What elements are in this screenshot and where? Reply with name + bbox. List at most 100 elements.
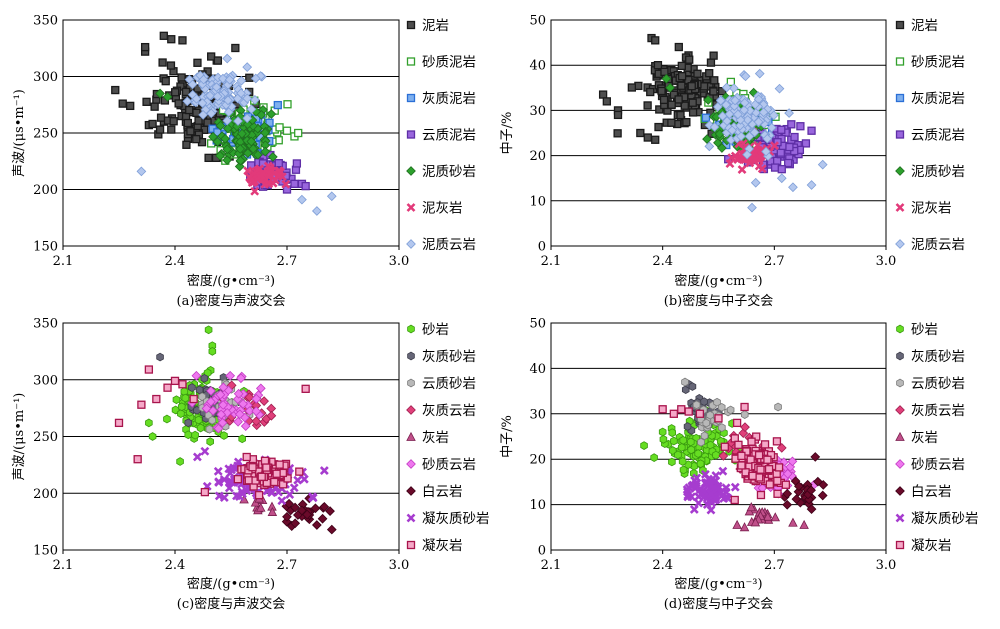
legend-label: 凝灰质砂岩 <box>911 511 979 527</box>
data-point <box>776 173 787 184</box>
data-point <box>669 90 679 99</box>
y-tick-label: 10 <box>529 194 546 209</box>
data-point <box>177 73 186 82</box>
data-point <box>312 206 322 216</box>
legend-marker <box>896 378 904 388</box>
data-point <box>697 437 705 447</box>
data-point <box>181 87 191 97</box>
data-point <box>765 480 774 489</box>
data-point <box>216 409 227 420</box>
data-point <box>705 69 714 78</box>
legend-label: 泥岩 <box>422 18 449 34</box>
legend-label: 云质泥岩 <box>422 128 476 144</box>
data-point <box>126 101 135 111</box>
data-point <box>760 440 770 449</box>
legend-item: 凝灰岩 <box>895 538 952 554</box>
data-point <box>150 102 159 111</box>
data-point <box>757 164 767 174</box>
data-point <box>598 90 608 99</box>
legend-marker <box>406 513 416 523</box>
x-axis-label: 密度/(g•cm⁻³) <box>674 273 762 289</box>
data-point <box>194 415 203 425</box>
data-point <box>774 83 785 94</box>
data-point <box>167 35 176 44</box>
chart-caption: (c)密度与声波交会 <box>177 596 285 612</box>
legend-label: 凝灰岩 <box>911 538 952 554</box>
legend-label: 砂岩 <box>911 322 938 338</box>
data-point <box>667 118 676 127</box>
legend-label: 灰质云岩 <box>911 403 965 419</box>
legend-item: 泥岩 <box>406 18 449 34</box>
data-point <box>739 522 750 532</box>
legend-label: 砂质云岩 <box>422 457 476 473</box>
data-point <box>275 460 284 469</box>
data-point <box>159 31 168 40</box>
legend-marker <box>895 405 905 415</box>
data-point <box>219 475 229 484</box>
data-points <box>114 325 337 535</box>
x-tick-label: 2.1 <box>541 254 562 269</box>
x-tick-label: 3.0 <box>876 254 897 269</box>
data-point <box>257 472 266 481</box>
data-point <box>781 480 791 489</box>
data-point <box>317 513 328 524</box>
legend-label: 砂岩 <box>422 322 449 338</box>
chart-b: 0 10 20 30 40 50 2.1 2.4 2.7 3.0 密度/(g•cm⁻³) 中子/% (b… <box>500 14 965 310</box>
data-point <box>735 120 745 131</box>
data-point <box>677 61 686 71</box>
data-point <box>242 452 251 462</box>
data-point <box>706 505 716 515</box>
x-axis-label: 密度/(g•cm⁻³) <box>674 576 762 592</box>
data-point <box>752 432 761 441</box>
data-point <box>285 490 295 499</box>
data-point <box>733 153 743 163</box>
data-point <box>677 405 686 414</box>
data-point <box>700 431 709 441</box>
data-point <box>754 451 764 460</box>
y-axis-label: 声波/(μs•m⁻¹) <box>12 393 27 481</box>
data-point <box>180 387 189 396</box>
legend-item: 泥质砂岩 <box>406 164 476 180</box>
data-point <box>326 524 337 535</box>
data-point <box>206 437 214 446</box>
data-point <box>200 373 209 383</box>
data-point <box>718 423 726 432</box>
data-points <box>640 377 829 532</box>
data-point <box>195 385 204 395</box>
legend-item: 泥岩 <box>895 18 938 34</box>
legend-label: 砂质泥岩 <box>422 55 476 71</box>
data-point <box>727 125 738 136</box>
data-point <box>200 487 210 497</box>
data-point <box>212 136 223 147</box>
data-point <box>246 104 257 115</box>
data-point <box>640 441 648 450</box>
data-point <box>782 488 793 499</box>
x-tick-label: 3.0 <box>876 558 897 573</box>
y-tick-label: 200 <box>33 487 58 502</box>
data-point <box>668 428 676 438</box>
data-point <box>156 113 166 122</box>
series-8-points <box>658 402 791 505</box>
data-point <box>186 127 195 136</box>
legend-item: 砂质云岩 <box>895 457 965 473</box>
data-point <box>694 498 703 508</box>
data-point <box>721 99 731 110</box>
data-point <box>114 418 124 428</box>
data-point <box>704 141 715 152</box>
data-point <box>246 136 257 147</box>
data-point <box>250 95 260 105</box>
data-point <box>685 55 694 64</box>
data-point <box>677 81 686 90</box>
data-point <box>281 179 291 189</box>
data-point <box>236 373 246 384</box>
y-tick-label: 20 <box>529 149 546 164</box>
data-point <box>213 128 222 137</box>
legend-label: 云质砂岩 <box>422 376 476 392</box>
data-point <box>251 393 262 404</box>
data-point <box>748 471 757 481</box>
data-point <box>258 168 268 178</box>
data-point <box>145 418 153 428</box>
data-point <box>734 440 743 449</box>
x-tick-label: 3.0 <box>389 558 410 573</box>
data-point <box>636 128 645 138</box>
